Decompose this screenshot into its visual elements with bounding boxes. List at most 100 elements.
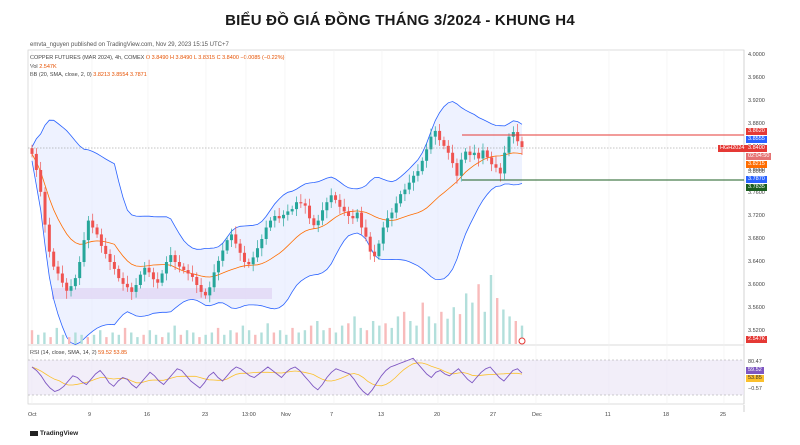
candle-body: [416, 171, 420, 176]
price-tick-label: 3.5200: [748, 327, 765, 334]
candle-body: [360, 212, 364, 228]
candle-body: [268, 220, 272, 228]
time-tick-label: 11: [605, 412, 611, 418]
candle-body: [390, 212, 394, 219]
price-tick-label: 3.7200: [748, 212, 765, 219]
volume-bar: [322, 330, 325, 344]
price-tick-label: 3.9200: [748, 97, 765, 104]
volume-bar: [489, 275, 493, 344]
candle-body: [169, 255, 173, 262]
volume-bar: [365, 330, 369, 344]
rsi-label: RSI (14, close, SMA, 14, 2): [30, 350, 97, 356]
volume-bar: [272, 332, 276, 344]
candle-body: [216, 260, 220, 273]
ohlc-values: O 3.8490 H 3.8490 L 3.8315 C 3.8400 −0.0…: [145, 55, 285, 61]
candle-body: [516, 132, 520, 142]
volume-bar: [86, 337, 90, 344]
volume-bar: [229, 330, 232, 344]
candle-body: [212, 272, 216, 288]
candle-body: [321, 210, 325, 221]
candle-body: [520, 141, 524, 147]
candle-body: [472, 152, 476, 156]
candle-body: [112, 262, 116, 269]
candle-body: [130, 287, 134, 292]
time-tick-label: 16: [144, 412, 151, 418]
tradingview-icon: [30, 430, 38, 436]
bb-values: 3.8213 3.8554 3.7871: [93, 72, 147, 78]
candle-body: [121, 278, 125, 284]
candle-body: [325, 202, 329, 211]
candle-body: [377, 243, 381, 257]
candle-body: [451, 152, 455, 164]
candle-body: [412, 175, 416, 183]
volume-bar: [130, 332, 133, 344]
volume-bar: [433, 323, 437, 344]
candle-body: [282, 214, 286, 219]
volume-legend: Vol 2.547K: [30, 64, 57, 70]
candle-body: [34, 153, 38, 170]
candle-body: [173, 255, 177, 262]
time-tick-label: 20: [434, 412, 441, 418]
volume-bar: [92, 334, 96, 344]
price-tick-label: 3.8800: [748, 120, 765, 127]
candle-body: [338, 199, 342, 207]
candle-body: [138, 274, 142, 285]
volume-bar: [192, 332, 195, 344]
candle-body: [464, 151, 468, 160]
candle-body: [295, 202, 299, 210]
candle-body: [364, 227, 368, 237]
volume-bar: [161, 337, 164, 344]
candle-body: [147, 267, 151, 273]
candle-body: [99, 234, 103, 246]
candle-body: [30, 148, 34, 154]
volume-label: Vol: [30, 64, 38, 70]
volume-bar: [427, 316, 431, 344]
candle-body: [125, 283, 129, 288]
last-price-tag: 3.8400: [746, 145, 767, 152]
volume-bar: [254, 334, 257, 344]
volume-bar: [402, 311, 406, 344]
candle-body: [73, 278, 77, 287]
candle-body: [355, 212, 359, 219]
volume-bar: [278, 330, 282, 344]
volume-bar: [409, 321, 412, 344]
candle-body: [498, 167, 502, 174]
time-tick-label: 13: [378, 412, 385, 418]
candle-body: [381, 227, 385, 244]
volume-bar: [216, 327, 220, 344]
volume-bar: [266, 323, 269, 344]
candle-body: [286, 211, 290, 215]
volume-bar: [334, 332, 338, 344]
symbol-name: COPPER FUTURES (MAR 2024), 4h, COMEX: [30, 55, 145, 61]
volume-bar: [477, 284, 480, 344]
rsi-values: 59.52 53.85: [98, 350, 128, 356]
bb-lower-line: [31, 160, 523, 345]
volume-bar: [55, 327, 59, 344]
candle-body: [485, 150, 489, 158]
candle-body: [308, 205, 312, 219]
candle-body: [386, 218, 390, 228]
volume-bar: [285, 334, 288, 344]
volume-bar: [452, 307, 455, 344]
volume-bar: [111, 332, 114, 344]
volume-bar: [43, 332, 46, 344]
volume-bar: [464, 293, 468, 344]
alert-icon[interactable]: [518, 337, 526, 345]
candle-body: [195, 276, 199, 285]
volume-bar: [390, 327, 393, 344]
rsi-band: [28, 360, 744, 395]
bollinger-bands: [31, 101, 523, 345]
volume-bar: [483, 311, 486, 344]
volume-bar: [297, 332, 300, 344]
volume-bar: [30, 330, 34, 344]
candle-body: [164, 262, 168, 274]
tradingview-wordmark: TradingView: [40, 430, 79, 437]
volume-bar: [291, 327, 294, 344]
candle-body: [108, 253, 112, 262]
volume-bar: [105, 337, 108, 344]
volume-bar: [223, 334, 226, 344]
candle-body: [373, 251, 377, 257]
candle-body: [459, 159, 463, 176]
volume-bar: [136, 337, 139, 344]
